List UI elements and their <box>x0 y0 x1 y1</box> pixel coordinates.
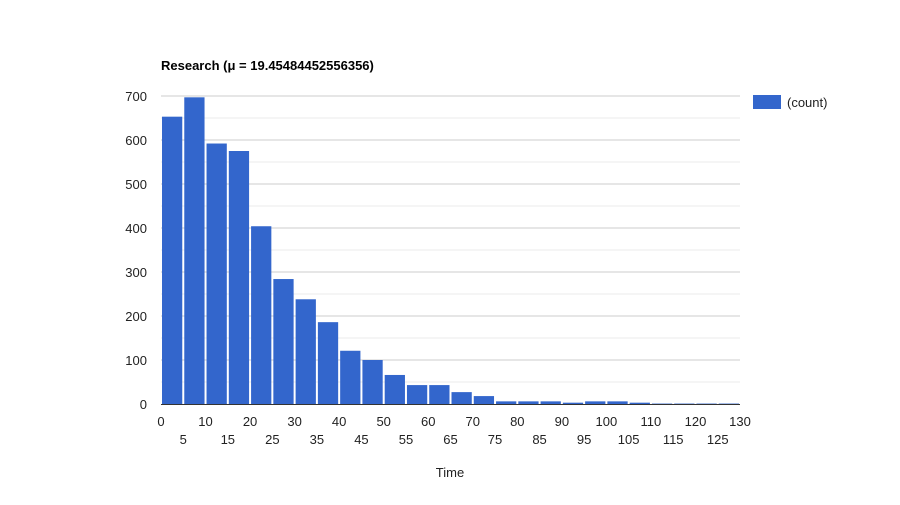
bar-85[interactable] <box>541 401 561 404</box>
bar-0[interactable] <box>162 117 182 404</box>
bar-80[interactable] <box>518 401 538 404</box>
x-tick-label: 105 <box>618 432 640 447</box>
x-tick-label: 5 <box>180 432 187 447</box>
bar-95[interactable] <box>585 401 605 404</box>
legend[interactable]: (count) <box>753 95 827 110</box>
bar-50[interactable] <box>385 375 405 404</box>
legend-label-count: (count) <box>787 95 827 110</box>
bar-45[interactable] <box>362 360 382 404</box>
x-tick-label: 65 <box>443 432 457 447</box>
x-tick-label: 50 <box>376 414 390 429</box>
x-tick-label: 0 <box>157 414 164 429</box>
x-tick-label: 60 <box>421 414 435 429</box>
x-tick-label: 75 <box>488 432 502 447</box>
x-tick-label: 20 <box>243 414 257 429</box>
x-tick-label: 10 <box>198 414 212 429</box>
y-tick-label: 0 <box>140 397 147 412</box>
y-axis-ticks: 0 100 200 300 400 500 600 700 <box>125 89 147 412</box>
x-tick-label: 15 <box>221 432 235 447</box>
y-tick-label: 500 <box>125 177 147 192</box>
legend-swatch <box>753 95 781 109</box>
y-tick-label: 100 <box>125 353 147 368</box>
y-tick-label: 600 <box>125 133 147 148</box>
bar-70[interactable] <box>474 396 494 404</box>
x-tick-label: 120 <box>685 414 707 429</box>
x-axis-ticks: 0 10 20 30 40 50 60 70 80 90 100 110 120 130 5 15 25 35 45… <box>157 414 750 447</box>
bar-5[interactable] <box>184 97 204 404</box>
bar-10[interactable] <box>207 144 227 404</box>
x-tick-label: 30 <box>287 414 301 429</box>
y-tick-label: 300 <box>125 265 147 280</box>
x-tick-label: 115 <box>663 432 684 447</box>
bar-40[interactable] <box>340 351 360 404</box>
x-tick-label: 35 <box>310 432 324 447</box>
x-tick-label: 80 <box>510 414 524 429</box>
x-tick-label: 110 <box>641 414 662 429</box>
bar-20[interactable] <box>251 226 271 404</box>
x-tick-label: 90 <box>555 414 569 429</box>
x-tick-label: 85 <box>532 432 546 447</box>
x-tick-label: 125 <box>707 432 729 447</box>
x-tick-label: 130 <box>729 414 751 429</box>
x-tick-label: 70 <box>466 414 480 429</box>
x-tick-label: 100 <box>596 414 618 429</box>
bar-90[interactable] <box>563 403 583 404</box>
bar-25[interactable] <box>273 279 293 404</box>
x-tick-label: 55 <box>399 432 413 447</box>
bar-30[interactable] <box>296 299 316 404</box>
bar-60[interactable] <box>429 385 449 404</box>
x-tick-label: 25 <box>265 432 279 447</box>
y-tick-label: 200 <box>125 309 147 324</box>
bar-55[interactable] <box>407 385 427 404</box>
bar-15[interactable] <box>229 151 249 404</box>
y-tick-label: 700 <box>125 89 147 104</box>
y-tick-label: 400 <box>125 221 147 236</box>
bar-105[interactable] <box>630 403 650 404</box>
bar-35[interactable] <box>318 322 338 404</box>
x-tick-label: 40 <box>332 414 346 429</box>
x-axis-label: Time <box>436 465 464 480</box>
bar-75[interactable] <box>496 401 516 404</box>
chart-title: Research (μ = 19.45484452556356) <box>161 58 374 73</box>
x-tick-label: 95 <box>577 432 591 447</box>
bar-65[interactable] <box>452 392 472 404</box>
bars <box>162 97 739 404</box>
x-tick-label: 45 <box>354 432 368 447</box>
bar-100[interactable] <box>607 401 627 404</box>
